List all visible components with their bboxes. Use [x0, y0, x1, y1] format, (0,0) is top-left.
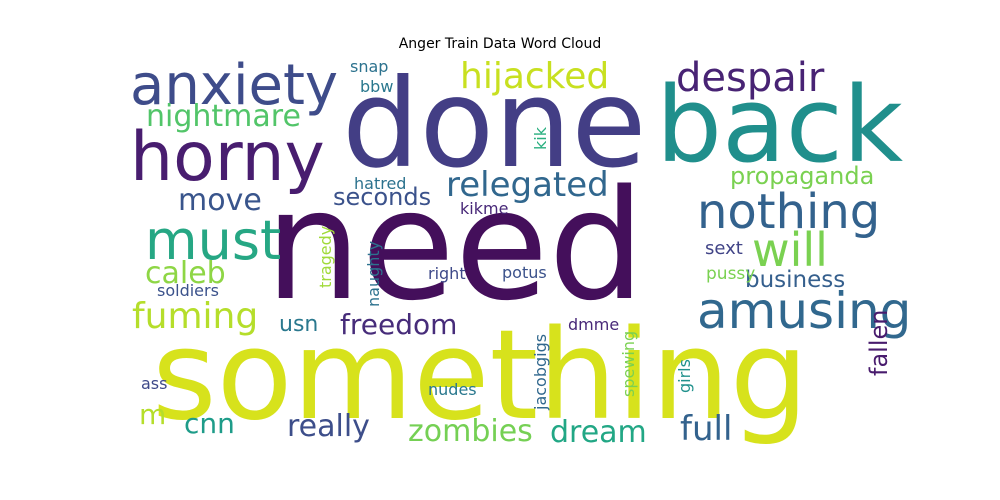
word-nudes: nudes: [428, 380, 477, 399]
word-tragedy: tragedy: [316, 226, 335, 288]
word-potus: potus: [502, 263, 547, 282]
word-soldiers: soldiers: [157, 281, 219, 300]
chart-title: Anger Train Data Word Cloud: [398, 36, 602, 52]
word-usn: usn: [279, 312, 318, 337]
word-horny: horny: [130, 118, 325, 197]
word-anxiety: anxiety: [130, 53, 338, 118]
word-freedom: freedom: [340, 308, 457, 341]
word-nightmare: nightmare: [146, 99, 301, 134]
word-something: something: [152, 304, 809, 448]
word-dream: dream: [550, 415, 647, 450]
word-fallen: fallen: [865, 310, 893, 376]
word-relegated: relegated: [446, 165, 609, 205]
word-propaganda: propaganda: [730, 162, 874, 190]
word-despair: despair: [676, 55, 825, 101]
word-nothing: nothing: [697, 184, 880, 240]
word-fuming: fuming: [132, 296, 258, 337]
word-hatred: hatred: [354, 174, 406, 193]
word-cnn: cnn: [184, 407, 235, 440]
word-snap: snap: [350, 57, 388, 76]
word-girls: girls: [675, 359, 694, 393]
word-dmme: dmme: [568, 315, 619, 334]
word-need: need: [265, 157, 645, 334]
word-amusing: amusing: [697, 282, 911, 340]
word-seconds: seconds: [333, 183, 431, 211]
word-naughty: naughty: [364, 241, 383, 307]
word-kik: kik: [531, 126, 550, 150]
word-done: done: [342, 53, 646, 195]
word-right: right: [428, 264, 466, 283]
word-will: will: [752, 223, 828, 277]
word-pussy: pussy: [706, 264, 755, 284]
word-spewing: spewing: [619, 331, 638, 397]
word-hijacked: hijacked: [460, 56, 609, 97]
word-really: really: [287, 409, 370, 444]
word-back: back: [656, 64, 903, 186]
word-m: m: [139, 398, 166, 431]
word-bbw: bbw: [360, 77, 393, 96]
word-kikme: kikme: [460, 199, 508, 218]
word-zombies: zombies: [408, 414, 533, 449]
word-full: full: [680, 409, 732, 449]
word-caleb: caleb: [145, 256, 226, 291]
word-jacobgigs: jacobgigs: [531, 334, 550, 411]
word-move: move: [178, 183, 262, 218]
word-business: business: [745, 267, 845, 293]
word-must: must: [145, 209, 281, 272]
word-ass: ass: [141, 374, 167, 393]
word-sext: sext: [705, 238, 743, 259]
